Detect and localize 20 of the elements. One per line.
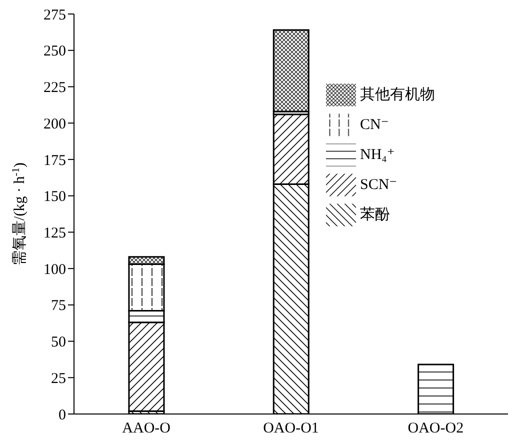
y-tick-label: 75 [51,298,66,314]
y-tick-label: 225 [44,80,66,96]
y-tick-label: 0 [58,407,66,424]
y-tick-label: 275 [44,7,66,24]
y-tick-label: 150 [44,189,66,206]
legend-label: CN⁻ [360,116,389,133]
x-tick-label: OAO-O1 [263,420,319,437]
y-tick-label: 125 [44,226,66,242]
y-tick-label: 200 [44,116,66,132]
legend-label: 其他有机物 [360,86,435,103]
y-tick-label: 50 [51,334,66,351]
y-tick-label: 100 [44,262,66,278]
x-tick-label: OAO-O2 [408,420,464,437]
y-tick-label: 175 [44,152,66,169]
legend-label: NH₄⁺ [360,146,395,163]
legend-label: SCN⁻ [360,176,398,193]
x-tick-label: AAO-O [122,420,171,437]
y-tick-label: 250 [44,44,66,60]
legend-label: 苯酚 [360,206,390,223]
y-tick-label: 25 [51,370,66,387]
